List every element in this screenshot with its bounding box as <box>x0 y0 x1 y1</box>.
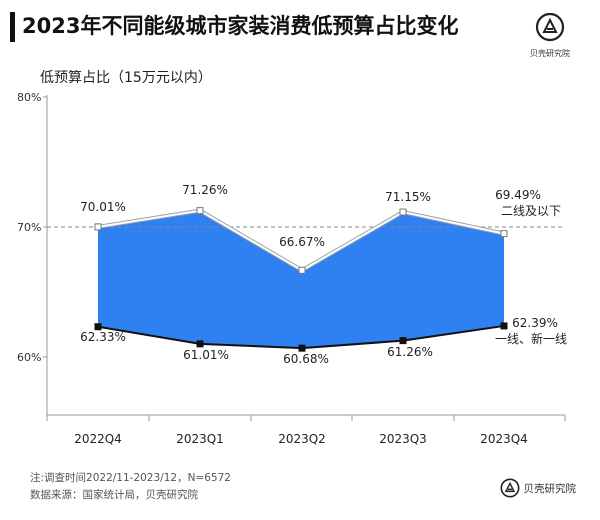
data-label-tier2: 71.15% <box>385 190 431 204</box>
data-label-tier2: 66.67% <box>279 235 325 249</box>
x-tick-label: 2023Q1 <box>176 432 224 446</box>
data-point-tier1 <box>196 340 204 348</box>
legend-label-tier2: 二线及以下 <box>501 204 561 218</box>
data-point-tier2 <box>196 207 204 215</box>
legend-label-tier1: 一线、新一线 <box>495 331 567 346</box>
brand-name: 贝壳研究院 <box>523 482 577 495</box>
data-label-tier2: 70.01% <box>80 200 126 214</box>
beike-logo-icon <box>500 478 519 498</box>
y-tick-label: 60% <box>17 351 41 364</box>
brand-logo-top: 贝壳研究院 <box>524 12 576 59</box>
beike-logo-icon <box>535 12 565 42</box>
area-fill-band <box>98 210 504 349</box>
data-point-tier1 <box>399 337 407 345</box>
source-note: 数据来源：国家统计局，贝壳研究院 <box>30 489 198 501</box>
data-point-tier2 <box>94 223 102 231</box>
survey-note: 注:调查时间2022/11-2023/12，N=6572 <box>30 472 231 484</box>
data-label-tier1: 62.33% <box>80 330 126 344</box>
x-tick-label: 2023Q4 <box>480 432 528 446</box>
data-label-tier2: 71.26% <box>182 183 228 197</box>
chart-title: 2023年不同能级城市家装消费低预算占比变化 <box>22 14 459 38</box>
data-point-tier1 <box>500 322 508 330</box>
data-point-tier2 <box>298 266 306 274</box>
brand-name: 贝壳研究院 <box>530 49 570 58</box>
data-label-tier2: 69.49% <box>495 188 541 202</box>
data-point-tier1 <box>94 323 102 331</box>
data-label-tier1: 61.26% <box>387 345 433 359</box>
y-tick-label: 80% <box>17 91 41 104</box>
data-label-tier1: 61.01% <box>183 348 229 362</box>
brand-logo-bottom: 贝壳研究院 <box>500 478 577 498</box>
title-accent-bar <box>10 12 15 42</box>
data-point-tier2 <box>399 208 407 216</box>
x-tick-label: 2022Q4 <box>74 432 122 446</box>
data-label-tier1: 60.68% <box>283 352 329 366</box>
data-label-tier1: 62.39% <box>512 316 558 330</box>
x-tick-label: 2023Q3 <box>379 432 427 446</box>
x-tick-label: 2023Q2 <box>278 432 326 446</box>
y-axis-label: 低预算占比（15万元以内） <box>40 70 212 86</box>
data-point-tier1 <box>298 344 306 352</box>
data-point-tier2 <box>500 230 508 238</box>
y-tick-label: 70% <box>17 221 41 234</box>
